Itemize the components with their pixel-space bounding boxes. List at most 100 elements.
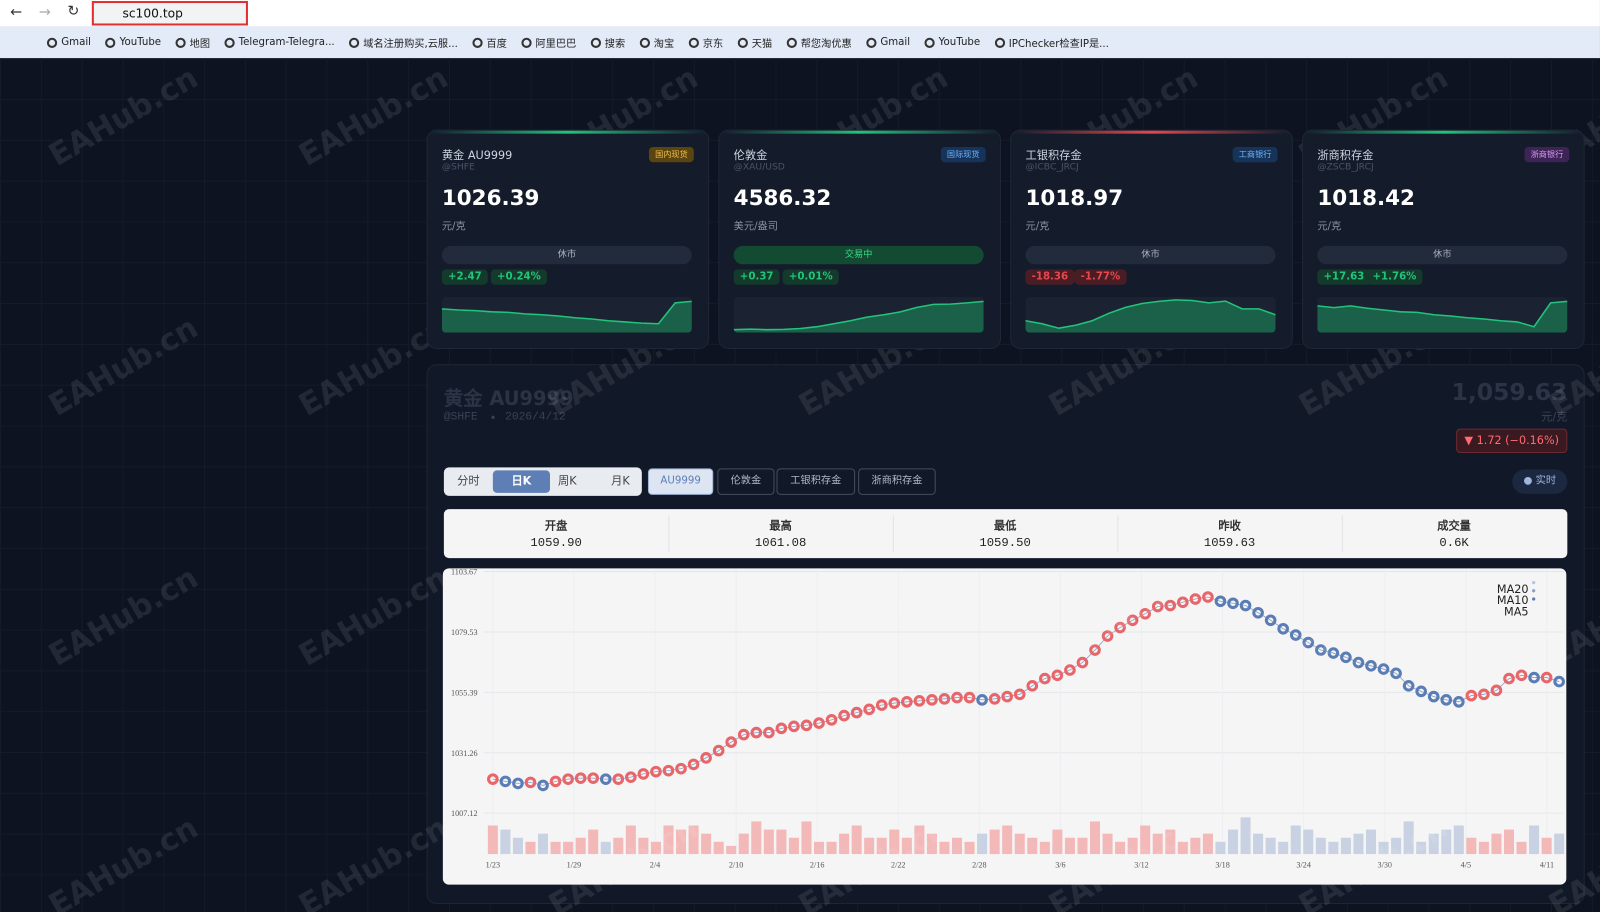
chart: 1007.12 1031.26 1055.39 1079.53 1103.67 1/23 1… — [442, 568, 1567, 885]
legend-dot — [1532, 589, 1536, 593]
volume-bar — [663, 825, 674, 855]
sparkline-line — [441, 300, 692, 325]
card-change: +17.63 — [1317, 269, 1371, 285]
price-dot — [625, 771, 637, 783]
price-dot — [549, 775, 562, 788]
price-dot — [1340, 651, 1352, 664]
card-accent — [427, 130, 709, 134]
period-tab[interactable]: 周K — [558, 474, 577, 488]
price-dot — [1126, 614, 1139, 627]
panel-change: ▼ 1.72 (−0.16%) — [1456, 428, 1568, 454]
volume-bar — [1378, 841, 1389, 855]
x-tick-label: 3/30 — [1378, 860, 1393, 869]
x-tick-label: 2/16 — [810, 860, 825, 869]
stat-label: 最高 — [769, 519, 792, 533]
bookmark[interactable]: 搜索 — [590, 35, 625, 50]
period-tab[interactable]: 日K — [492, 470, 550, 493]
price-dot — [800, 719, 813, 732]
period-tab[interactable]: 月K — [611, 474, 630, 488]
price-line — [492, 596, 1560, 786]
volume-bar — [776, 829, 787, 855]
bookmark[interactable]: 百度 — [472, 35, 507, 50]
volume-bar — [1441, 829, 1452, 855]
bookmark[interactable]: 天猫 — [737, 35, 772, 50]
price-dot — [675, 762, 687, 775]
volume-bar — [914, 825, 925, 855]
price-card[interactable]: 伦敦金 @XAU/USD 国际现货 4586.32 美元/盎司 交易中 +0.37 +0.01… — [718, 129, 1002, 349]
card-badge: 国际现货 — [940, 146, 986, 163]
x-tick-label: 3/18 — [1215, 860, 1230, 869]
volume-bar — [851, 825, 862, 855]
bookmark[interactable]: IPChecker检查IP是... — [994, 35, 1109, 50]
card-change-pct: +0.01% — [782, 269, 839, 285]
live-button[interactable]: ● 实时 — [1512, 469, 1568, 494]
price-dot — [1051, 669, 1064, 682]
price-dot — [1402, 680, 1415, 692]
symbol-button[interactable]: 伦敦金 — [717, 468, 775, 495]
volume-bar — [625, 825, 636, 855]
stat-value: 1059.90 — [530, 535, 582, 550]
x-tick-label: 2/4 — [650, 860, 660, 869]
price-dot — [1352, 656, 1365, 669]
volume-bar — [901, 837, 912, 855]
address-bar[interactable]: sc100.top — [91, 1, 248, 26]
stat-label: 成交量 — [1437, 519, 1471, 533]
price-card[interactable]: 黄金 AU9999 @SHFE 国内现货 1026.39 元/克 休市 +2.47 +0.24… — [426, 129, 710, 349]
bookmark[interactable]: 地图 — [175, 35, 210, 50]
price-dot — [951, 691, 963, 704]
bookmark[interactable]: 域名注册购买,云服... — [348, 35, 458, 50]
price-dot — [1139, 607, 1152, 620]
bookmark-icon — [688, 37, 699, 48]
symbol-button[interactable]: AU9999 — [647, 468, 714, 495]
bookmark[interactable]: YouTube — [105, 37, 161, 48]
volume-bar — [1152, 833, 1163, 855]
price-dot — [1164, 599, 1177, 612]
reload-button[interactable]: ↻ — [67, 3, 80, 20]
card-unit: 美元/盎司 — [733, 221, 778, 233]
legend-dot — [1532, 581, 1536, 585]
volume-bar — [1353, 833, 1364, 855]
period-tab[interactable]: 分时 — [457, 474, 480, 488]
volume-bar — [864, 837, 875, 855]
sparkline — [733, 296, 984, 333]
bookmark[interactable]: 京东 — [688, 35, 723, 50]
price-dot — [650, 765, 662, 778]
price-card[interactable]: 浙商积存金 @ZSCB_JRCJ 浙商银行 1018.42 元/克 休市 +17.63 +1.… — [1302, 129, 1585, 349]
bookmark[interactable]: 阿里巴巴 — [521, 35, 576, 50]
bookmark[interactable]: Gmail — [46, 37, 91, 48]
card-name: 黄金 AU9999 — [441, 148, 513, 163]
volume-bar — [638, 837, 649, 855]
volume-bar — [563, 841, 574, 855]
volume-bar — [1503, 829, 1515, 855]
bookmark[interactable]: YouTube — [924, 37, 980, 48]
volume-bar — [550, 841, 561, 855]
bookmark-icon — [46, 37, 58, 48]
card-unit: 元/克 — [1025, 221, 1050, 233]
stat-label: 最低 — [993, 519, 1017, 533]
card-price: 1018.42 — [1317, 185, 1415, 211]
panel-date: 2026/4/12 — [505, 411, 566, 424]
stat-label: 开盘 — [544, 519, 568, 533]
bookmark[interactable]: 淘宝 — [639, 35, 674, 50]
bookmark-label: 京东 — [702, 38, 724, 50]
back-button[interactable]: ← — [10, 4, 23, 21]
stat-value: 0.6K — [1439, 535, 1469, 550]
symbol-button[interactable]: 工银积存金 — [776, 468, 856, 495]
bookmark[interactable]: 帮您淘优惠 — [786, 35, 852, 50]
bookmark[interactable]: Telegram-Telegra... — [224, 37, 335, 48]
bookmark-label: 阿里巴巴 — [535, 38, 577, 50]
card-badge: 工商银行 — [1232, 146, 1278, 163]
volume-bar — [989, 829, 1000, 855]
price-dot — [1039, 672, 1051, 685]
volume-bar — [701, 833, 712, 855]
bookmark-icon — [521, 37, 532, 48]
symbol-button[interactable]: 浙商积存金 — [858, 468, 936, 495]
bookmark[interactable]: Gmail — [866, 37, 910, 48]
price-card[interactable]: 工银积存金 @ICBC_JRCJ 工商银行 1018.97 元/克 休市 -18.36 -1.… — [1010, 129, 1293, 349]
price-dot — [725, 736, 738, 748]
volume-bar — [650, 841, 661, 855]
forward-button[interactable]: → — [38, 4, 51, 21]
x-tick-label: 3/6 — [1055, 860, 1065, 869]
bookmark-icon — [924, 37, 935, 48]
price-dot — [838, 709, 850, 722]
